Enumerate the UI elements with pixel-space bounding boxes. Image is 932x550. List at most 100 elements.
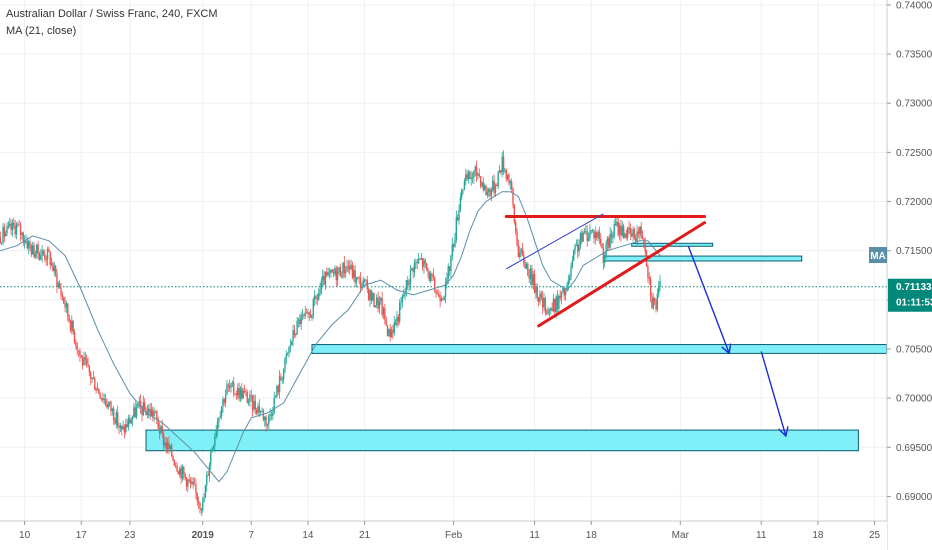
candle-body — [258, 406, 261, 413]
candle-body — [189, 480, 192, 484]
candle-body — [571, 260, 574, 268]
candle-body — [616, 221, 618, 226]
candle-body — [488, 188, 490, 192]
candle-body — [309, 314, 312, 318]
candle-body — [367, 289, 370, 301]
candle-body — [114, 419, 116, 424]
candle-body — [606, 238, 609, 244]
price-tag — [888, 278, 932, 312]
candle-body — [582, 232, 584, 242]
candle-body — [96, 388, 99, 391]
candle-body — [180, 468, 182, 479]
candle-body — [228, 385, 231, 388]
candle-body — [336, 271, 339, 281]
candle-body — [10, 223, 12, 231]
candle-body — [36, 244, 38, 254]
candle-body — [237, 388, 239, 396]
candle-body — [88, 365, 91, 373]
time-tick-label: 7 — [248, 530, 254, 541]
candle-body — [154, 411, 157, 413]
price-tick-label: 0.70500 — [896, 344, 932, 355]
candle-body — [296, 320, 298, 335]
candle-body — [260, 411, 262, 413]
candle-body — [218, 418, 220, 422]
candle-body — [494, 185, 497, 193]
candle-body — [179, 468, 181, 475]
candle-body — [335, 268, 337, 281]
candle-body — [230, 383, 232, 388]
candle-body — [546, 312, 548, 314]
candle-body — [351, 264, 354, 278]
time-tick-label: Mar — [672, 530, 690, 541]
candle-body — [40, 255, 42, 260]
candle-body — [550, 308, 552, 311]
candle-body — [621, 226, 623, 236]
candle-body — [38, 253, 41, 260]
candle-body — [658, 286, 660, 294]
candle-body — [543, 297, 545, 308]
candle-body — [71, 320, 73, 331]
candle-body — [204, 485, 207, 498]
time-tick-label: 17 — [76, 530, 88, 541]
candle-body — [477, 174, 479, 176]
candle-body — [247, 400, 250, 403]
candle-body — [156, 411, 158, 420]
candle-body — [250, 395, 252, 397]
candle-body — [135, 407, 138, 417]
candle-body — [257, 406, 259, 414]
candle-body — [405, 280, 408, 292]
candle-body — [421, 258, 424, 267]
candle-body — [537, 297, 540, 302]
candle-body — [262, 410, 265, 421]
candle-body — [83, 357, 85, 366]
candle-body — [37, 244, 39, 254]
candle-body — [456, 217, 459, 221]
candle-body — [130, 419, 132, 424]
candle-body — [452, 244, 455, 247]
candle-body — [482, 182, 485, 190]
candle-body — [138, 401, 140, 404]
candle-body — [450, 255, 452, 272]
candle-body — [624, 233, 626, 239]
candle-body — [416, 262, 418, 264]
candle-body — [548, 309, 551, 311]
candle-body — [148, 408, 150, 412]
candle-body — [428, 272, 431, 281]
candle-body — [554, 298, 556, 312]
candle-body — [396, 316, 398, 325]
candle-body — [17, 224, 19, 226]
candle-body — [471, 177, 474, 178]
candle-body — [241, 388, 243, 399]
time-axis[interactable]: 10 17 23 2019 7 14 21 Feb 11 18 Mar 11 18 25 — [0, 520, 887, 550]
candle-body — [605, 243, 607, 256]
candle-body — [56, 273, 58, 287]
candle-body — [656, 293, 659, 310]
candle-body — [254, 400, 257, 410]
candle-body — [13, 222, 15, 227]
candle-body — [224, 394, 227, 403]
candle-body — [420, 258, 422, 260]
candle-body — [502, 156, 505, 171]
candle-body — [443, 296, 445, 300]
triangle-line — [537, 221, 707, 328]
candle-body — [119, 425, 122, 428]
candle-body — [152, 409, 154, 416]
candle-body — [126, 424, 128, 427]
price-axis[interactable]: 0.74000 0.73500 0.73000 0.72500 0.72000 0.715… — [886, 0, 932, 550]
candle-body — [84, 357, 87, 360]
candle-body — [0, 242, 3, 244]
candles — [0, 150, 661, 516]
candle-body — [187, 479, 189, 487]
price-tick-label: 0.71500 — [896, 246, 932, 257]
candle-body — [129, 418, 131, 424]
candle-body — [176, 466, 178, 472]
candle-body — [361, 285, 363, 289]
candle-body — [192, 481, 194, 485]
candle-body — [278, 376, 281, 393]
candle-body — [563, 288, 565, 296]
candle-body — [122, 426, 124, 430]
candle-body — [197, 500, 200, 504]
candle-body — [345, 271, 347, 274]
candle-body — [620, 225, 622, 236]
